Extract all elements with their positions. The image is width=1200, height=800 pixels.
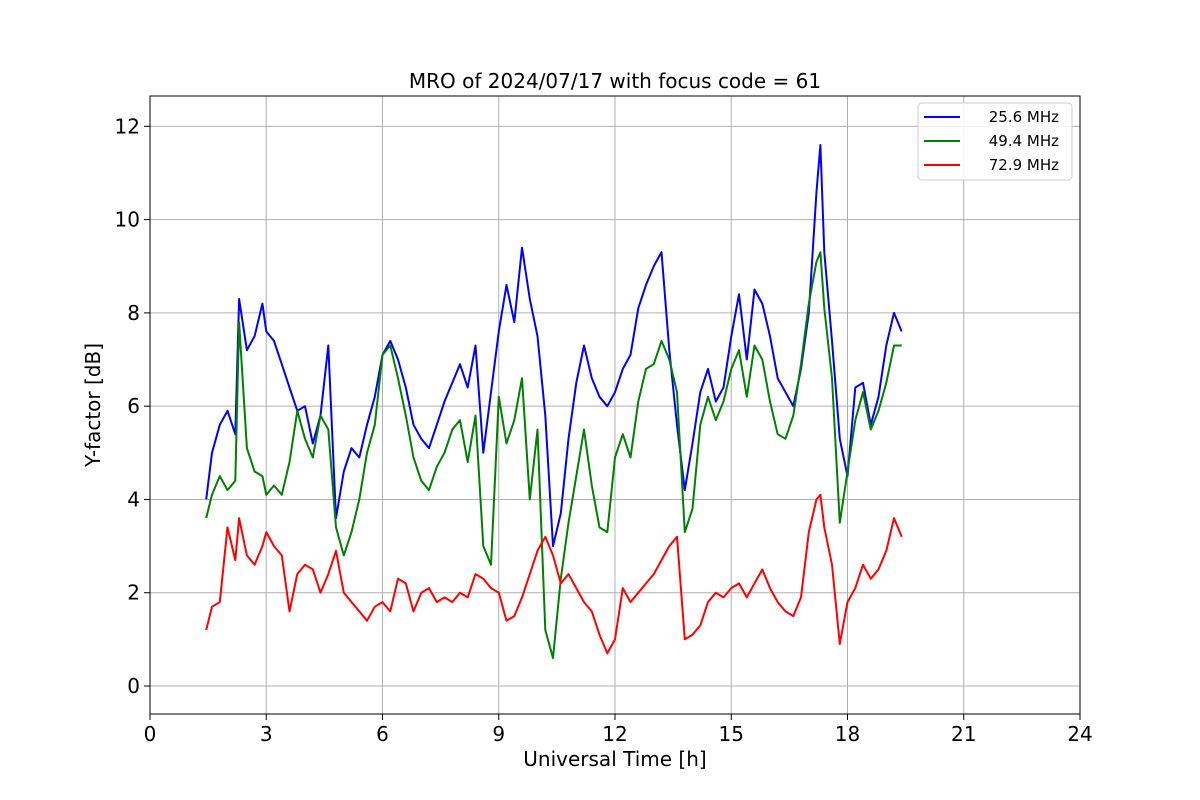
x-tick-label: 3 [260, 722, 273, 746]
legend-label-72-9-mhz: 72.9 MHz [989, 156, 1059, 174]
y-tick-label: 2 [127, 581, 140, 605]
x-tick-label: 21 [951, 722, 976, 746]
legend-label-25-6-mhz: 25.6 MHz [989, 108, 1059, 126]
y-tick-label: 0 [127, 674, 140, 698]
x-tick-label: 9 [492, 722, 505, 746]
legend-label-49-4-mhz: 49.4 MHz [989, 132, 1059, 150]
y-tick-label: 8 [127, 301, 140, 325]
x-tick-label: 24 [1067, 722, 1092, 746]
plot-area-series [205, 144, 903, 659]
x-axis-title: Universal Time [h] [523, 747, 706, 771]
x-axis-ticks: 0 3 6 9 12 15 18 21 24 [144, 714, 1093, 746]
y-tick-label: 10 [115, 208, 140, 232]
x-tick-label: 18 [835, 722, 860, 746]
y-axis-ticks: 0 2 4 6 8 10 12 [115, 114, 150, 698]
legend: 25.6 MHz 49.4 MHz 72.9 MHz [917, 102, 1073, 181]
x-tick-label: 12 [602, 722, 627, 746]
y-tick-label: 6 [127, 394, 140, 418]
series-line-25-6-mhz [205, 144, 903, 548]
series-line-72-9-mhz [205, 493, 903, 655]
chart-title: MRO of 2024/07/17 with focus code = 61 [409, 69, 821, 93]
legend-box [917, 102, 1073, 181]
y-axis-title: Y-factor [dB] [81, 343, 105, 468]
x-tick-label: 6 [376, 722, 389, 746]
series-line-49-4-mhz [205, 251, 902, 659]
x-tick-label: 0 [144, 722, 157, 746]
x-tick-label: 15 [719, 722, 744, 746]
y-tick-label: 12 [115, 114, 140, 138]
y-tick-label: 4 [127, 487, 140, 511]
